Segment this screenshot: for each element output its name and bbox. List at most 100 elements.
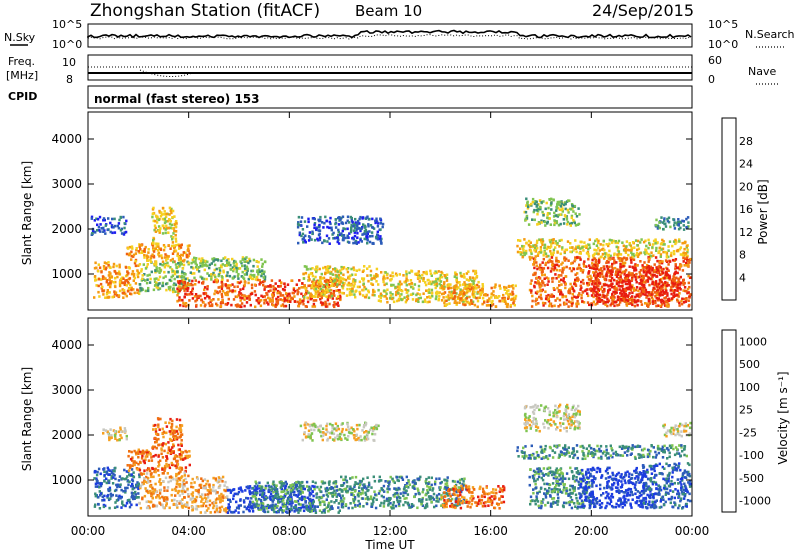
nsearch-trace	[87, 34, 692, 40]
scatter-cell	[442, 292, 445, 295]
colorbar-tick-label: 20	[739, 180, 753, 193]
scatter-cell	[608, 271, 611, 274]
scatter-cell	[332, 291, 335, 295]
scatter-cell	[127, 499, 130, 502]
scatter-cell	[481, 285, 485, 288]
scatter-cell	[304, 234, 307, 238]
scatter-cell	[635, 286, 639, 289]
scatter-cell	[656, 241, 659, 244]
scatter-cell	[158, 463, 161, 467]
scatter-cell	[318, 238, 322, 242]
scatter-cell	[583, 260, 586, 263]
scatter-cell	[157, 218, 160, 222]
scatter-cell	[158, 492, 162, 495]
scatter-cell	[308, 231, 312, 234]
scatter-cell	[350, 217, 353, 220]
scatter-cell	[176, 432, 180, 436]
scatter-cell	[656, 259, 659, 263]
scatter-cell	[555, 221, 559, 225]
scatter-cell	[373, 276, 376, 280]
scatter-cell	[152, 238, 155, 242]
scatter-cell	[465, 278, 469, 281]
scatter-cell	[536, 267, 539, 271]
scatter-cell	[602, 275, 605, 278]
scatter-cell	[178, 265, 181, 268]
scatter-cell	[671, 281, 674, 284]
scatter-cell	[366, 232, 369, 236]
scatter-cell	[175, 459, 178, 463]
scatter-cell	[126, 486, 129, 490]
scatter-cell	[577, 207, 580, 210]
scatter-cell	[116, 438, 119, 442]
scatter-cell	[145, 265, 149, 269]
scatter-cell	[338, 282, 341, 286]
scatter-cell	[343, 282, 346, 285]
scatter-cell	[182, 260, 185, 263]
scatter-cell	[348, 232, 351, 235]
scatter-cell	[165, 431, 168, 435]
scatter-cell	[551, 238, 555, 242]
scatter-cell	[181, 484, 184, 487]
scatter-cell	[525, 249, 528, 253]
scatter-cell	[205, 277, 208, 281]
scatter-cell	[542, 257, 545, 261]
scatter-cell	[325, 283, 328, 286]
nsky-label: N.Sky	[4, 31, 36, 44]
scatter-cell	[271, 296, 274, 299]
scatter-cell	[182, 263, 186, 267]
scatter-cell	[678, 268, 681, 271]
scatter-cell	[645, 244, 648, 248]
scatter-cell	[532, 210, 535, 214]
scatter-cell	[511, 292, 515, 296]
scatter-cell	[660, 300, 663, 304]
scatter-cell	[286, 296, 289, 300]
scatter-cell	[647, 293, 651, 296]
scatter-cell	[445, 279, 449, 282]
scatter-cell	[175, 430, 179, 433]
scatter-cell	[663, 219, 666, 222]
scatter-cell	[682, 224, 685, 227]
scatter-cell	[111, 217, 114, 221]
scatter-cell	[574, 278, 577, 282]
scatter-cell	[157, 423, 160, 427]
scatter-cell	[569, 242, 572, 245]
scatter-cell	[176, 299, 179, 303]
scatter-cell	[163, 210, 166, 213]
scatter-cell	[97, 503, 100, 506]
scatter-cell	[417, 300, 420, 303]
scatter-cell	[310, 238, 313, 241]
scatter-cell	[374, 235, 378, 239]
scatter-cell	[213, 500, 216, 504]
scatter-cell	[293, 295, 296, 298]
scatter-cell	[650, 291, 654, 294]
scatter-cell	[152, 424, 155, 427]
scatter-cell	[172, 227, 175, 230]
scatter-cell	[139, 286, 142, 290]
scatter-cell	[423, 300, 427, 303]
scatter-cell	[421, 273, 424, 277]
scatter-cell	[136, 291, 139, 294]
colorbar-frame	[721, 117, 737, 301]
scatter-cell	[183, 303, 186, 306]
scatter-cell	[140, 251, 144, 254]
scatter-cell	[547, 297, 550, 301]
scatter-cell	[541, 270, 544, 273]
scatter-cell	[297, 223, 300, 227]
scatter-cell	[157, 433, 160, 436]
scatter-cell	[670, 292, 673, 296]
scatter-cell	[302, 236, 306, 239]
scatter-cell	[352, 241, 355, 245]
scatter-cell	[534, 200, 537, 203]
scatter-cell	[197, 492, 201, 495]
scatter-cell	[653, 291, 657, 294]
scatter-cell	[481, 283, 484, 286]
scatter-cell	[445, 299, 448, 303]
scatter-cell	[353, 231, 356, 234]
scatter-cell	[331, 233, 334, 236]
scatter-cell	[325, 303, 328, 306]
scatter-cell	[645, 302, 649, 306]
scatter-cell	[158, 267, 161, 270]
scatter-cell	[543, 277, 546, 280]
scatter-cell	[566, 220, 570, 224]
